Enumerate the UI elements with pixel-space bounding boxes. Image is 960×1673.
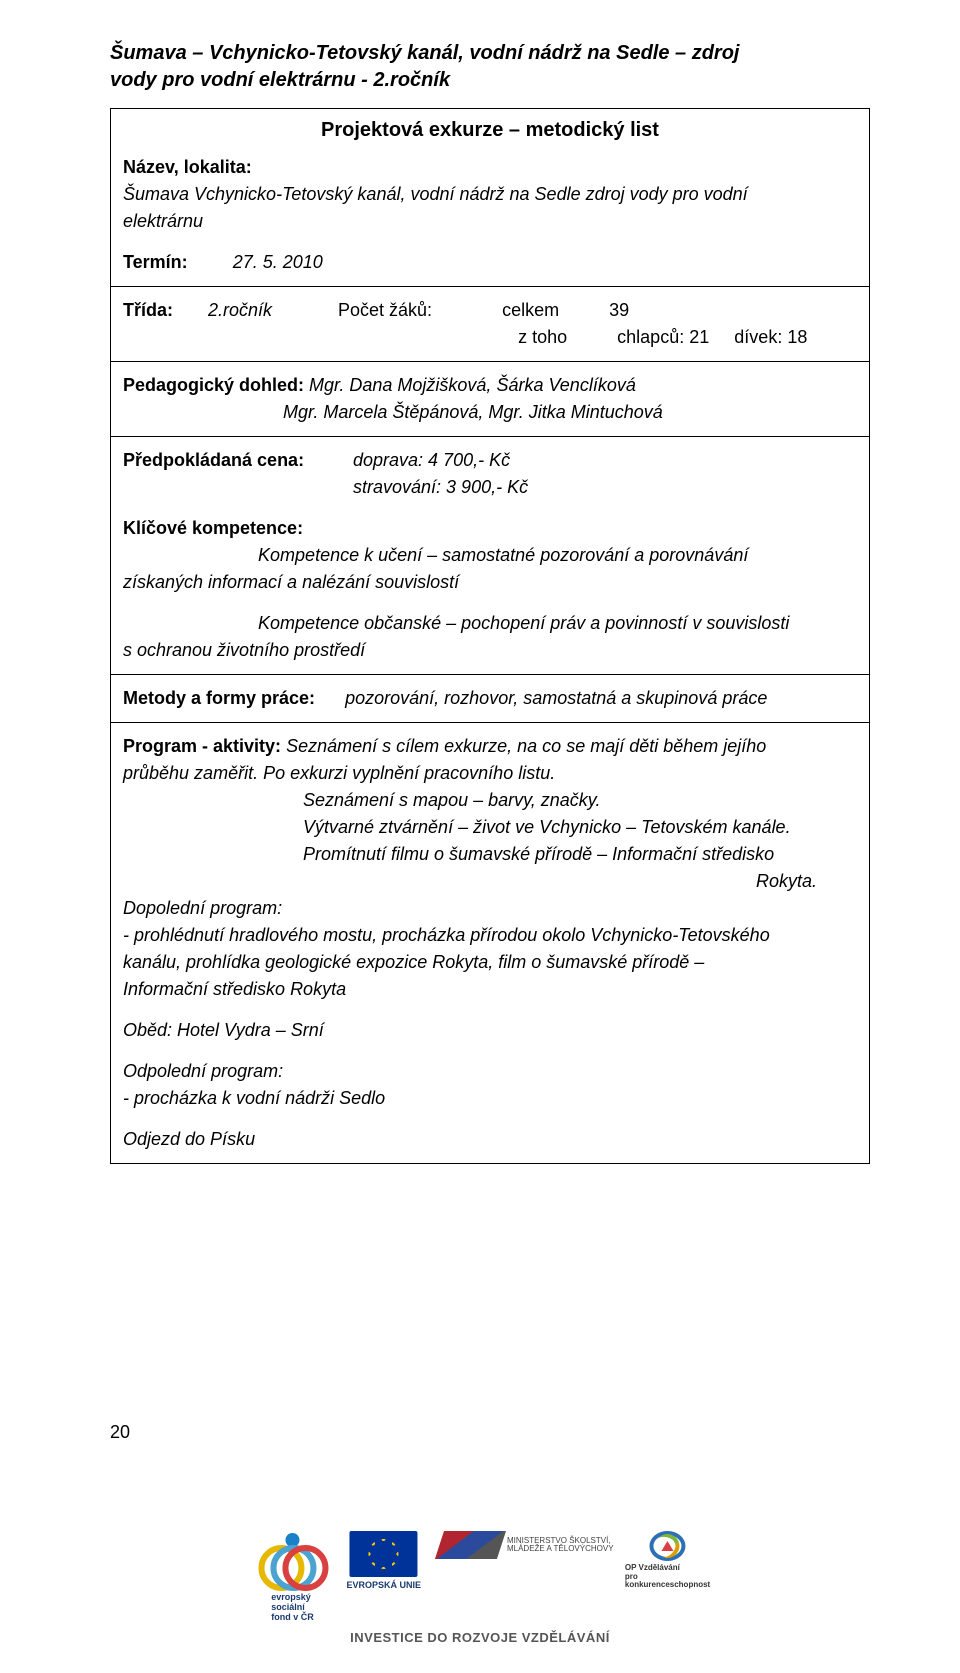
supervision-1: Mgr. Dana Mojžišková, Šárka Venclíková	[309, 375, 636, 395]
term-row: Termín: 27. 5. 2010	[123, 249, 857, 276]
pupils-sub-label: z toho	[518, 327, 567, 347]
header-line-2: vody pro vodní elektrárnu - 2.ročník	[110, 69, 450, 91]
class-label: Třída:	[123, 300, 173, 320]
opvk-logo: OP Vzdělávání pro konkurenceschopnost	[632, 1531, 704, 1589]
supervision-label: Pedagogický dohled:	[123, 375, 304, 395]
morning-1: - prohlédnutí hradlového mostu, procházk…	[123, 922, 857, 949]
pupils-label: Počet žáků:	[338, 300, 432, 320]
competence-2: Kompetence občanské – pochopení práv a p…	[123, 610, 857, 637]
eu-logo: EVROPSKÁ UNIE	[346, 1531, 421, 1591]
row-program: Program - aktivity: Seznámení s cílem ex…	[111, 723, 869, 1163]
esf-text-2: sociální	[271, 1602, 305, 1612]
row-class-pupils: Třída: 2.ročník Počet žáků: celkem 39	[111, 287, 869, 362]
pupils-boys-label: chlapců:	[617, 327, 684, 347]
esf-text-3: fond v ČR	[271, 1612, 314, 1622]
opvk-text-2: pro konkurenceschopnost	[625, 1572, 710, 1589]
afternoon-1: - procházka k vodní nádrži Sedlo	[123, 1085, 857, 1112]
program-2: průběhu zaměřit. Po exkurzi vyplnění pra…	[123, 760, 857, 787]
name-line-2: elektrárnu	[123, 208, 857, 235]
morning-3: Informační středisko Rokyta	[123, 976, 857, 1003]
row-supervision: Pedagogický dohled: Mgr. Dana Mojžišková…	[111, 362, 869, 437]
footer-logos: evropský sociální fond v ČR EVROPSKÁ UNI…	[256, 1531, 703, 1623]
page-number: 20	[110, 1422, 130, 1443]
morning-2: kanálu, prohlídka geologické expozice Ro…	[123, 949, 857, 976]
name-label: Název, lokalita:	[123, 154, 857, 181]
pupils-total-label: celkem	[502, 300, 559, 320]
opvk-icon	[650, 1531, 686, 1561]
esf-text-1: evropský	[271, 1592, 311, 1602]
footer-invest-text: INVESTICE DO ROZVOJE VZDĚLÁVÁNÍ	[350, 1630, 610, 1645]
comp-2b: s ochranou životního prostředí	[123, 637, 857, 664]
afternoon-label: Odpolední program:	[123, 1058, 857, 1085]
row-price-competence: Předpokládaná cena: doprava: 4 700,- Kč …	[111, 437, 869, 675]
price-2: stravování: 3 900,- Kč	[353, 474, 528, 501]
competence-label: Klíčové kompetence:	[123, 515, 857, 542]
header-line-1: Šumava – Vchynicko-Tetovský kanál, vodní…	[110, 42, 739, 64]
term-value: 27. 5. 2010	[233, 252, 323, 272]
comp-2a: Kompetence občanské – pochopení práv a p…	[258, 613, 789, 633]
row-methods: Metody a formy práce: pozorování, rozhov…	[111, 675, 869, 723]
program-3: Seznámení s mapou – barvy, značky.	[303, 787, 857, 814]
supervision-2: Mgr. Marcela Štěpánová, Mgr. Jitka Mintu…	[283, 399, 857, 426]
comp-1b: získaných informací a nalézání souvislos…	[123, 569, 857, 596]
price-1: doprava: 4 700,- Kč	[353, 447, 528, 474]
pupils-girls-label: dívek:	[734, 327, 782, 347]
msmt-text-2: MLÁDEŽE A TĚLOVÝCHOVY	[507, 1544, 614, 1553]
program-4: Výtvarné ztvárnění – život ve Vchynicko …	[303, 814, 857, 841]
comp-1a: Kompetence k učení – samostatné pozorová…	[258, 545, 748, 565]
program-6: Rokyta.	[123, 868, 857, 895]
departure: Odjezd do Písku	[123, 1126, 857, 1153]
esf-logo: evropský sociální fond v ČR	[256, 1531, 328, 1623]
lunch: Oběd: Hotel Vydra – Srní	[123, 1017, 857, 1044]
program-label: Program - aktivity:	[123, 736, 281, 756]
price-label: Předpokládaná cena:	[123, 447, 353, 501]
term-label: Termín:	[123, 252, 188, 272]
msmt-text-1: MINISTERSTVO ŠKOLSTVÍ,	[507, 1536, 611, 1545]
row-name-locality: Projektová exkurze – metodický list Náze…	[111, 109, 869, 287]
class-value: 2.ročník	[208, 300, 272, 320]
morning-label: Dopolední program:	[123, 895, 857, 922]
program-5: Promítnutí filmu o šumavské přírodě – In…	[303, 841, 857, 868]
msmt-logo: MINISTERSTVO ŠKOLSTVÍ, MLÁDEŽE A TĚLOVÝC…	[439, 1531, 614, 1559]
page-title: Šumava – Vchynicko-Tetovský kanál, vodní…	[110, 40, 870, 94]
msmt-icon	[434, 1531, 505, 1559]
pupils-girls: 18	[787, 327, 807, 347]
pupils-boys: 21	[689, 327, 709, 347]
eu-text: EVROPSKÁ UNIE	[346, 1581, 421, 1591]
methods-label: Metody a formy práce:	[123, 688, 315, 708]
methods-value: pozorování, rozhovor, samostatná a skupi…	[345, 688, 767, 708]
pupils-total: 39	[609, 300, 629, 320]
eu-flag-icon	[350, 1531, 418, 1577]
program-1: Seznámení s cílem exkurze, na co se mají…	[286, 736, 766, 756]
esf-icon	[256, 1531, 328, 1589]
name-line-1: Šumava Vchynicko-Tetovský kanál, vodní n…	[123, 181, 857, 208]
competence-1: Kompetence k učení – samostatné pozorová…	[123, 542, 857, 569]
subtitle: Projektová exkurze – metodický list	[123, 119, 857, 142]
main-table: Projektová exkurze – metodický list Náze…	[110, 108, 870, 1164]
